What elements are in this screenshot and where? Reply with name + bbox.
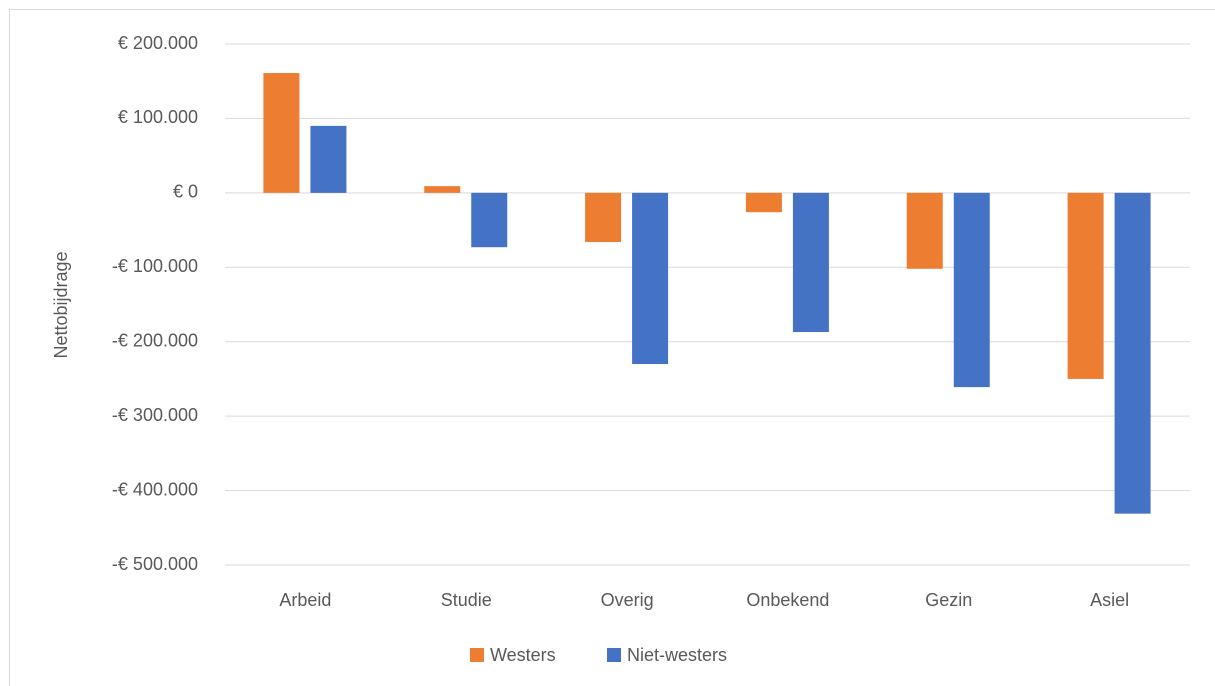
y-tick-label: -€ 200.000 <box>112 330 198 350</box>
bar <box>263 73 300 193</box>
bar <box>585 192 622 242</box>
bar <box>953 192 990 388</box>
bar <box>745 192 782 213</box>
y-tick-label: -€ 500.000 <box>112 554 198 574</box>
x-tick-label: Arbeid <box>279 590 331 610</box>
bar <box>632 192 669 365</box>
y-tick-label: -€ 100.000 <box>112 256 198 276</box>
bar <box>906 192 943 269</box>
bar <box>310 125 347 193</box>
y-tick-label: € 100.000 <box>118 107 198 127</box>
bar <box>471 192 508 248</box>
x-tick-label: Gezin <box>925 590 972 610</box>
y-tick-label: -€ 300.000 <box>112 405 198 425</box>
legend-swatch <box>470 648 484 662</box>
y-tick-label: € 0 <box>173 182 198 202</box>
bar <box>424 186 461 193</box>
bar <box>1067 192 1104 379</box>
y-axis-label: Nettobijdrage <box>51 251 71 358</box>
y-tick-label: -€ 400.000 <box>112 479 198 499</box>
legend-swatch <box>607 648 621 662</box>
y-tick-label: € 200.000 <box>118 33 198 53</box>
x-tick-label: Asiel <box>1090 590 1129 610</box>
chart-border <box>9 9 1215 686</box>
x-tick-label: Onbekend <box>746 590 829 610</box>
x-tick-label: Studie <box>441 590 492 610</box>
legend-label: Westers <box>490 645 556 665</box>
bar <box>792 192 829 333</box>
x-tick-label: Overig <box>601 590 654 610</box>
bar <box>1114 192 1151 514</box>
legend-label: Niet-westers <box>627 645 727 665</box>
